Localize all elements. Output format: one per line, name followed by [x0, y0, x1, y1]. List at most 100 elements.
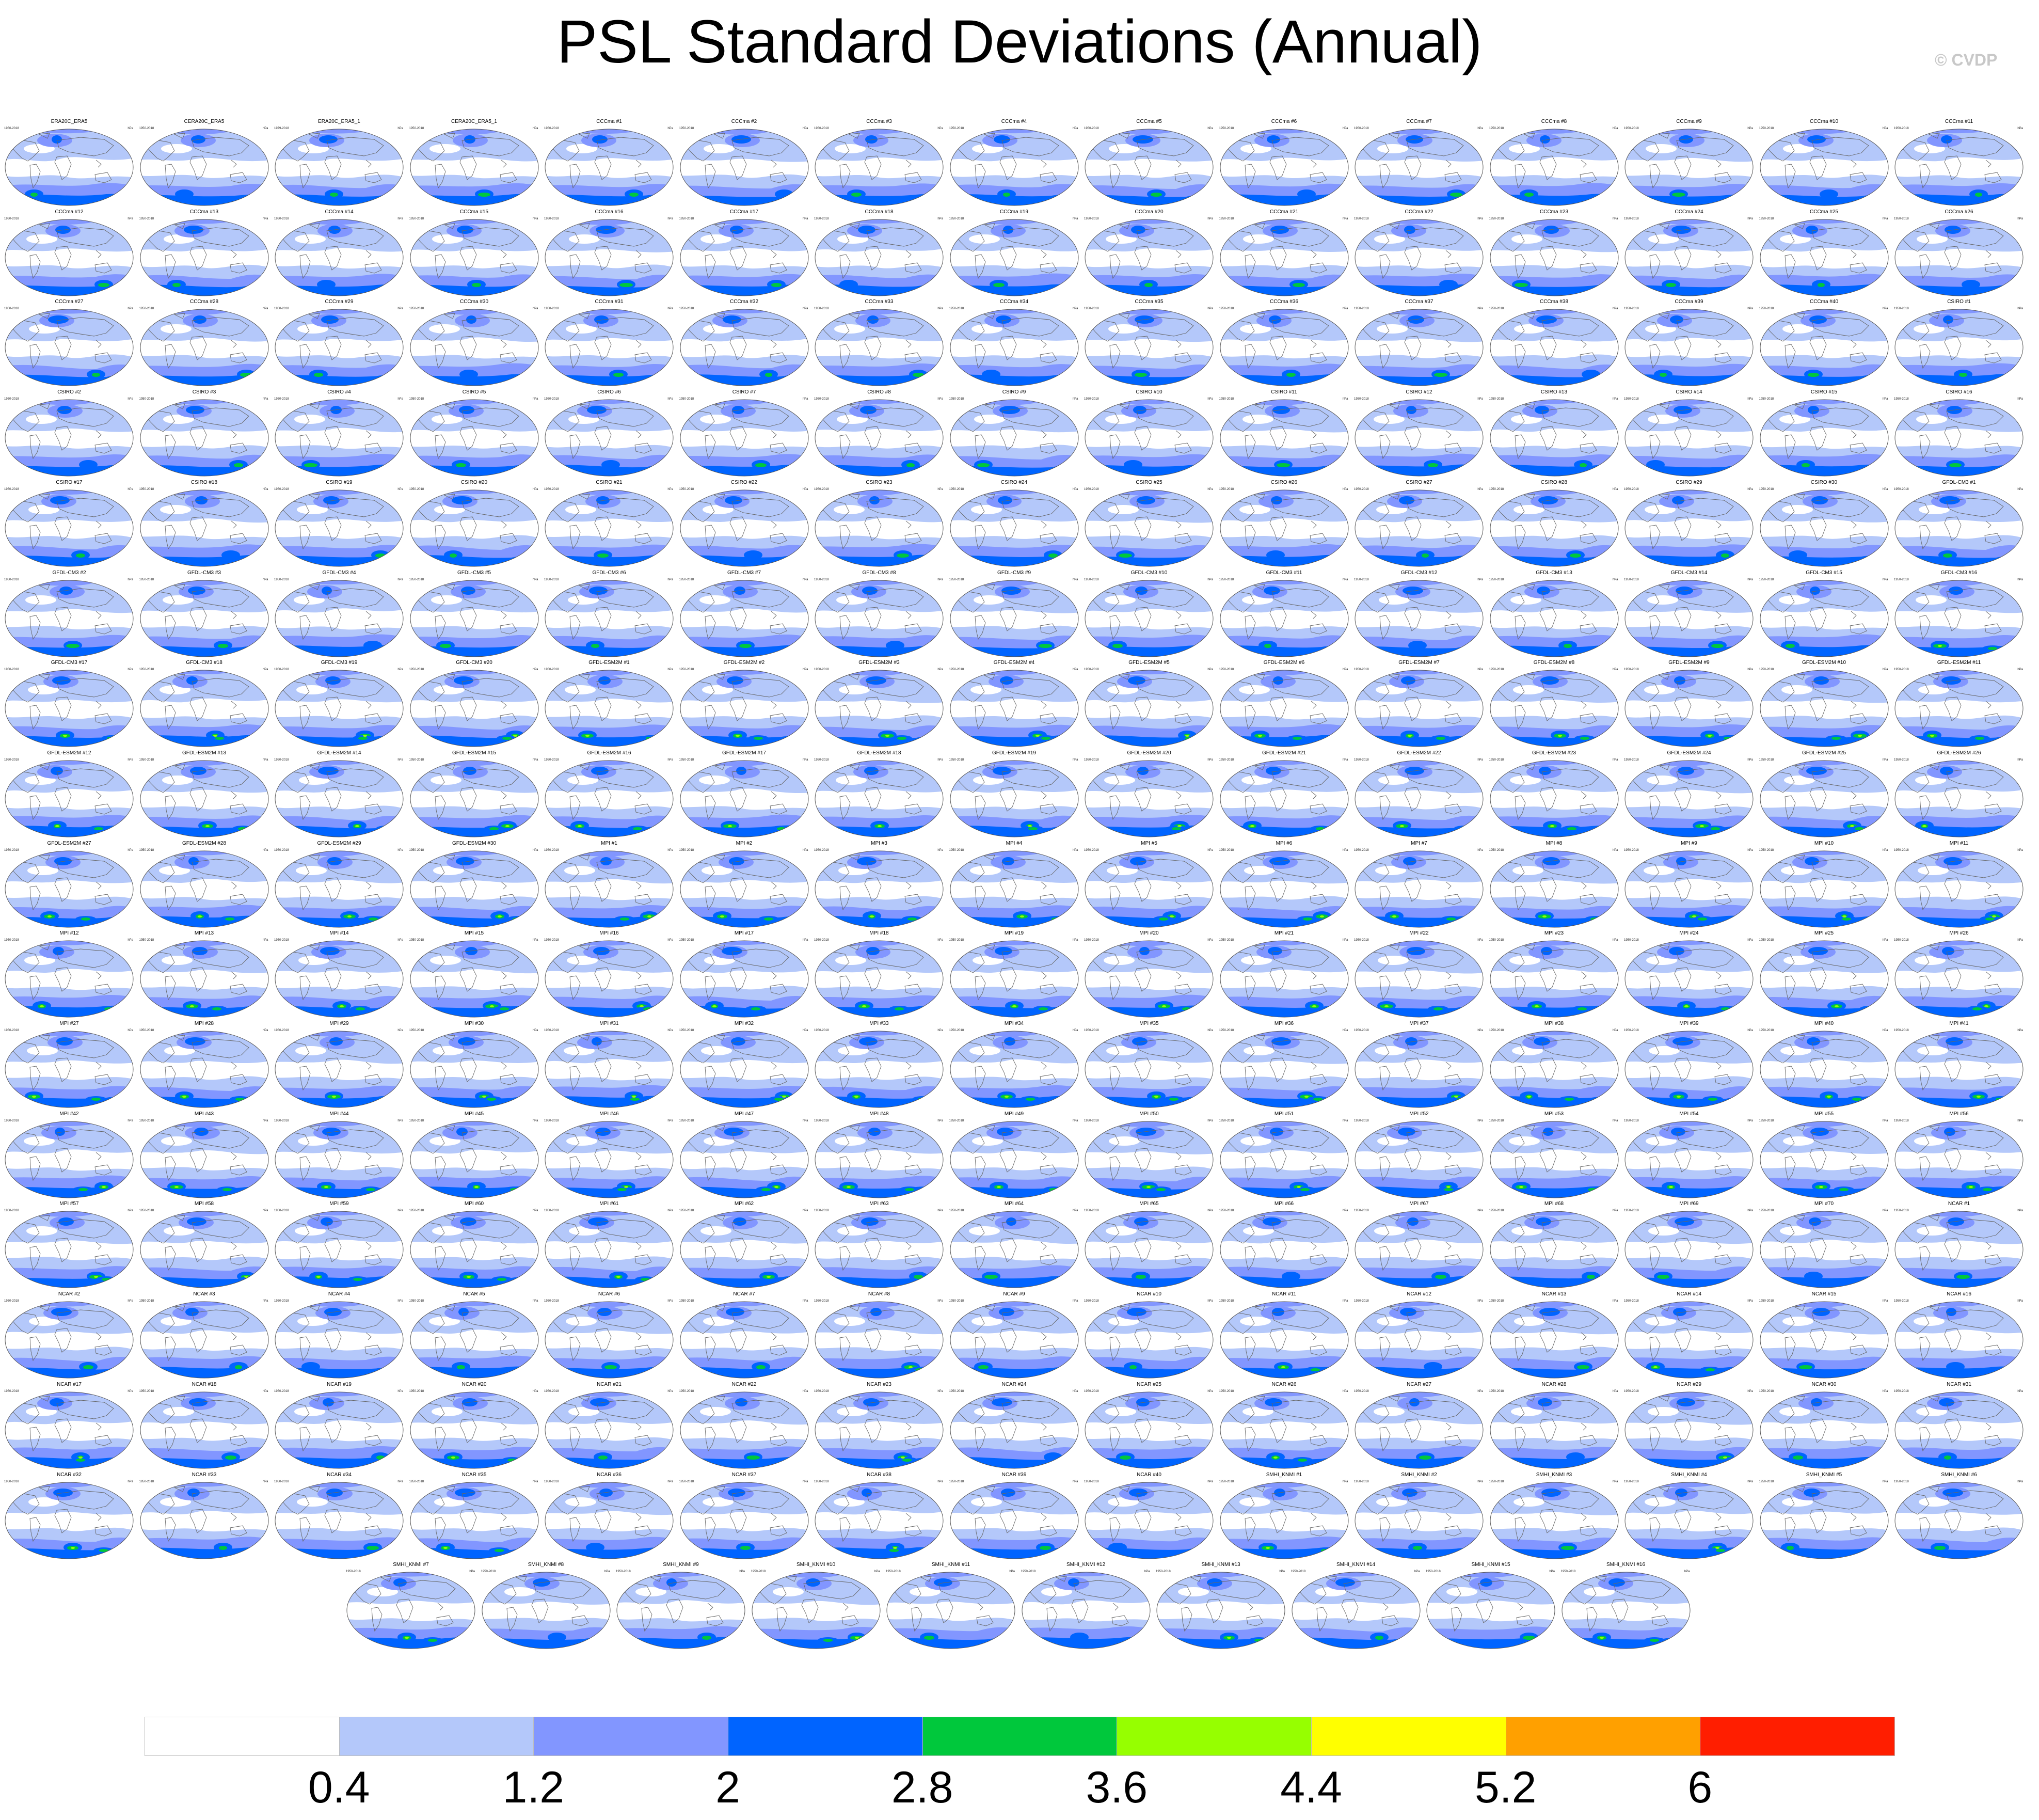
panel-title: CSIRO #4: [327, 389, 351, 395]
map-panel: NCAR #16 1950-2018 hPa: [1893, 1290, 2025, 1379]
globe-map: [815, 1121, 944, 1198]
map-panel: CCCma #8 1950-2018 hPa: [1488, 118, 1620, 207]
map-panel: CSIRO #6 1950-2018 hPa: [543, 388, 675, 477]
panel-units: hPa: [1612, 307, 1618, 311]
panel-title: NCAR #1: [1948, 1201, 1970, 1207]
panel-years: 1950-2018: [1219, 848, 1234, 852]
map-panel: MPI #39 1950-2018 hPa: [1623, 1020, 1755, 1109]
panel-units: hPa: [667, 487, 673, 491]
map-panel: NCAR #34 1950-2018 hPa: [273, 1471, 405, 1560]
panel-years: 1950-2018: [1219, 1119, 1234, 1122]
panel-title: CSIRO #20: [460, 479, 488, 485]
panel-title: MPI #62: [734, 1201, 754, 1207]
panel-units: hPa: [1342, 1119, 1348, 1122]
panel-title: NCAR #34: [327, 1471, 352, 1478]
panel-years: 1950-2018: [1084, 578, 1099, 581]
panel-units: hPa: [1072, 848, 1078, 852]
globe-map: [5, 1301, 134, 1379]
map-panel: GFDL-ESM2M #18 1950-2018 hPa: [813, 749, 945, 838]
panel-years: 1950-2018: [1354, 848, 1369, 852]
panel-units: hPa: [1072, 668, 1078, 672]
panel-units: hPa: [937, 578, 943, 581]
globe-map: [1894, 1482, 2024, 1559]
panel-units: hPa: [397, 127, 403, 130]
panel-title: CCCma #13: [189, 209, 219, 215]
panel-title: CCCma #4: [1001, 119, 1027, 124]
map-panel: MPI #48 1950-2018 hPa: [813, 1110, 945, 1199]
panel-title: CSIRO #28: [1540, 479, 1568, 485]
panel-years: 1950-2018: [814, 1300, 829, 1303]
panel-units: hPa: [937, 127, 943, 130]
globe-map: [346, 1572, 475, 1649]
panel-years: 1950-2018: [4, 398, 19, 401]
panel-title: MPI #9: [1681, 840, 1697, 846]
map-panel: NCAR #8 1950-2018 hPa: [813, 1290, 945, 1379]
map-panel: CERA20C_ERA5 1950-2018 hPa: [138, 118, 270, 207]
map-panel: NCAR #37 1950-2018 hPa: [678, 1471, 810, 1560]
panel-units: hPa: [802, 1389, 808, 1393]
panel-units: hPa: [1747, 939, 1753, 942]
panel-years: 1950-2018: [886, 1570, 901, 1574]
globe-map: [680, 760, 808, 837]
globe-map: [1490, 309, 1618, 386]
map-panel: MPI #23 1950-2018 hPa: [1488, 929, 1620, 1018]
globe-map: [140, 489, 268, 567]
globe-map: [1562, 1572, 1690, 1649]
globe-map: [1085, 219, 1214, 296]
panel-units: hPa: [937, 939, 943, 942]
map-panel: MPI #42 1950-2018 hPa: [3, 1110, 135, 1199]
panel-units: hPa: [532, 939, 538, 942]
panel-units: hPa: [2017, 1389, 2023, 1393]
panel-units: hPa: [128, 1029, 133, 1032]
panel-years: 1950-2018: [1560, 1570, 1576, 1574]
panel-title: CCCma #20: [1135, 209, 1164, 215]
panel-years: 1950-2018: [409, 307, 424, 311]
panel-title: CSIRO #23: [866, 479, 893, 485]
map-panel: NCAR #20 1950-2018 hPa: [408, 1381, 540, 1469]
map-panel: CCCma #25 1950-2018 hPa: [1758, 208, 1890, 297]
panel-title: MPI #45: [464, 1111, 484, 1117]
map-panel: MPI #60 1950-2018 hPa: [408, 1200, 540, 1289]
globe-map: [410, 1211, 538, 1288]
panel-units: hPa: [1612, 1119, 1618, 1122]
panel-units: hPa: [937, 1119, 943, 1122]
map-panel: MPI #63 1950-2018 hPa: [813, 1200, 945, 1289]
panel-units: hPa: [262, 217, 268, 220]
map-panel: CCCma #5 1950-2018 hPa: [1083, 118, 1215, 207]
panel-units: hPa: [1207, 1209, 1213, 1213]
globe-map: [1085, 1031, 1214, 1108]
map-panel: MPI #14 1950-2018 hPa: [273, 929, 405, 1018]
globe-map: [1760, 1121, 1888, 1198]
panel-units: hPa: [802, 758, 808, 762]
globe-map: [1355, 489, 1484, 567]
panel-title: NCAR #12: [1407, 1291, 1431, 1297]
map-panel: GFDL-CM3 #5 1950-2018 hPa: [408, 569, 540, 658]
panel-years: 1950-2018: [814, 758, 829, 762]
panel-title: GFDL-ESM2M #24: [1667, 750, 1711, 756]
map-panel: NCAR #15 1950-2018 hPa: [1758, 1290, 1890, 1379]
globe-map: [680, 1391, 808, 1469]
globe-map: [275, 129, 404, 206]
panel-units: hPa: [1747, 668, 1753, 672]
globe-map: [1760, 760, 1888, 837]
panel-units: hPa: [1342, 1389, 1348, 1393]
globe-map: [140, 1391, 268, 1469]
panel-title: MPI #41: [1949, 1021, 1969, 1026]
panel-units: hPa: [1747, 487, 1753, 491]
globe-map: [1894, 309, 2024, 386]
globe-map: [815, 670, 944, 747]
panel-title: GFDL-ESM2M #26: [1937, 750, 1981, 756]
map-panel: CSIRO #12 1950-2018 hPa: [1353, 388, 1485, 477]
panel-years: 1950-2018: [949, 1209, 964, 1213]
colorbar-swatch: [145, 1717, 340, 1756]
panel-units: hPa: [1207, 758, 1213, 762]
panel-title: MPI #6: [1276, 840, 1293, 846]
panel-title: GFDL-CM3 #16: [1940, 569, 1978, 576]
map-panel: GFDL-ESM2M #11 1950-2018 hPa: [1893, 659, 2025, 748]
panel-title: MPI #17: [734, 930, 754, 937]
panel-units: hPa: [937, 307, 943, 311]
panel-years: 1950-2018: [949, 668, 964, 672]
panel-title: ERA20C_ERA5: [51, 119, 88, 124]
panel-units: hPa: [128, 398, 133, 401]
panel-title: GFDL-ESM2M #1: [588, 660, 630, 666]
